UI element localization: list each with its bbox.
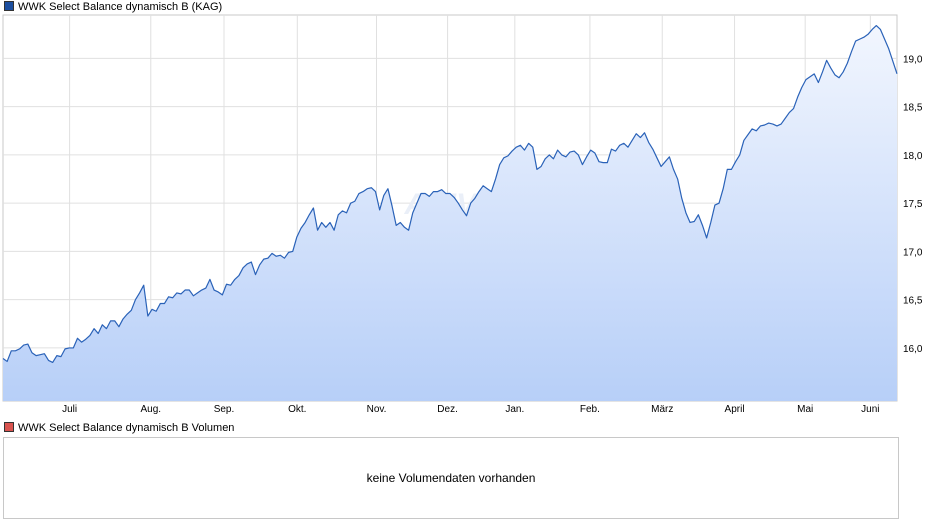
x-tick-label: Mai <box>797 404 813 415</box>
y-tick-label: 18,5 <box>903 103 923 114</box>
x-tick-label: April <box>725 404 745 415</box>
x-tick-label: Nov. <box>367 404 387 415</box>
y-tick-label: 16,5 <box>903 296 923 307</box>
price-chart: ARIVA 16,016,517,017,518,018,519,0 JuliA… <box>2 14 923 415</box>
x-tick-label: Juli <box>62 404 77 415</box>
volume-legend-label: WWK Select Balance dynamisch B Volumen <box>18 422 235 434</box>
x-tick-label: Dez. <box>437 404 458 415</box>
volume-panel: keine Volumendaten vorhanden <box>3 437 899 519</box>
x-tick-label: Sep. <box>214 404 235 415</box>
volume-legend-swatch <box>4 422 14 432</box>
x-tick-label: März <box>651 404 673 415</box>
x-tick-label: Jan. <box>505 404 524 415</box>
x-tick-label: Okt. <box>288 404 306 415</box>
y-tick-label: 19,0 <box>903 54 923 65</box>
price-line <box>2 25 898 363</box>
y-axis: 16,0 16,5 17,0 17,5 18,0 18,5 19,0 <box>903 54 923 355</box>
price-legend-label: WWK Select Balance dynamisch B (KAG) <box>18 1 223 13</box>
y-tick-label: 17,0 <box>903 247 923 258</box>
x-tick-label: Feb. <box>580 404 600 415</box>
price-legend-swatch <box>4 1 14 11</box>
x-axis: Juli Aug. Sep. Okt. Nov. Dez. Jan. Feb. März Apri… <box>62 404 879 415</box>
no-volume-message: keine Volumendaten vorhanden <box>366 471 536 485</box>
price-legend: WWK Select Balance dynamisch B (KAG) <box>4 0 222 14</box>
y-tick-label: 17,5 <box>903 199 923 210</box>
y-tick-label: 16,0 <box>903 344 923 355</box>
x-tick-label: Aug. <box>140 404 161 415</box>
volume-legend: WWK Select Balance dynamisch B Volumen <box>4 421 234 435</box>
x-tick-label: Juni <box>861 404 879 415</box>
y-tick-label: 18,0 <box>903 151 923 162</box>
price-area-fill <box>3 25 897 402</box>
